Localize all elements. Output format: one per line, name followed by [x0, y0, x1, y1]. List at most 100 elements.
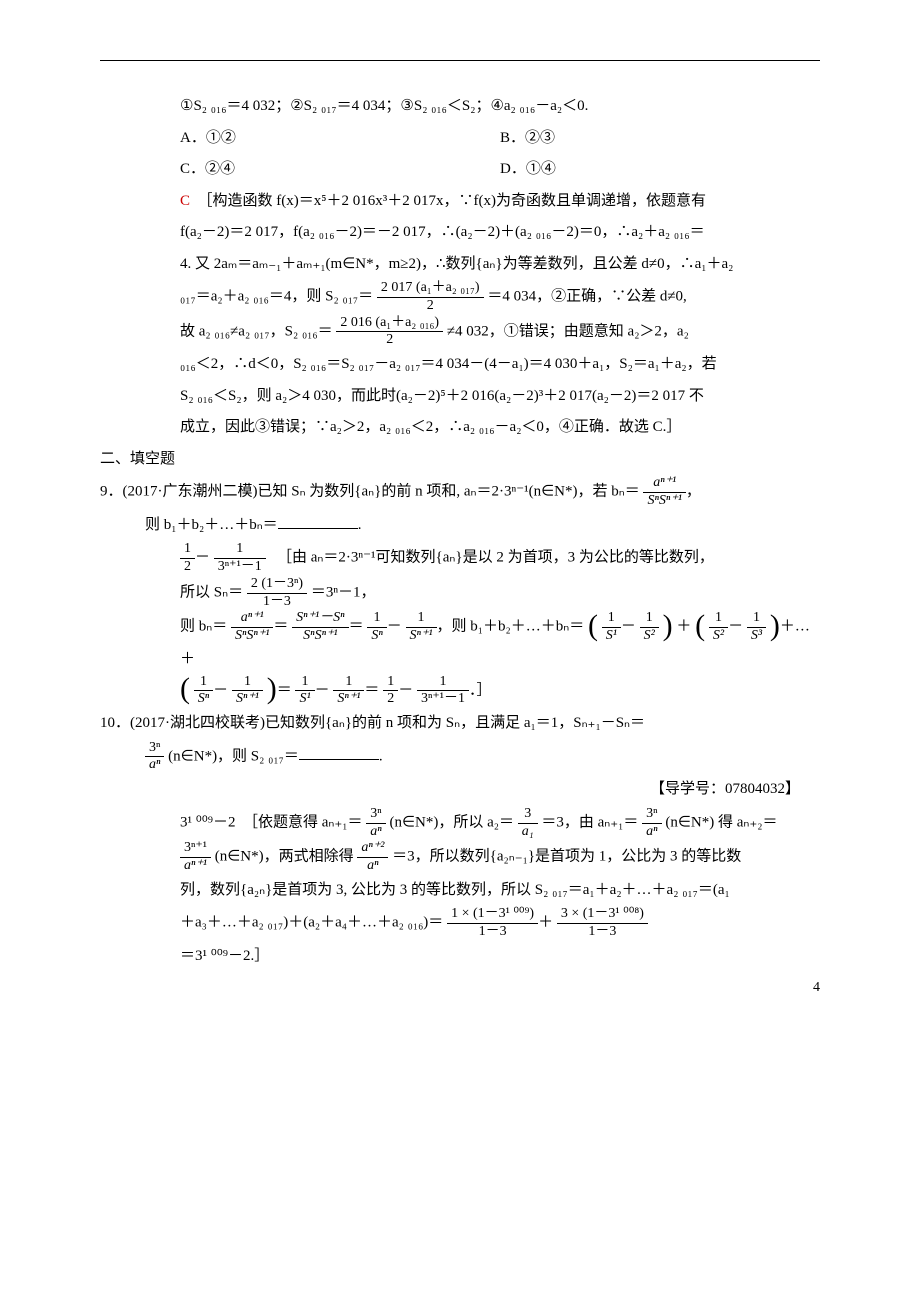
fraction: 3ⁿ aⁿ	[642, 806, 661, 841]
q8-options-row1: A．①② B．②③	[180, 123, 820, 155]
denominator: S¹	[602, 627, 621, 645]
denominator: SⁿSⁿ⁺¹	[643, 492, 685, 510]
fraction: 1 S²	[640, 610, 659, 645]
lparen-icon: (	[588, 611, 598, 641]
text: 故 a₂ ₀₁₆≠a₂ ₀₁₇，S₂ ₀₁₆＝	[180, 323, 333, 339]
numerator: 1	[180, 541, 195, 558]
text: ≠4 032，①错误；由题意知 a₂＞2，a₂	[447, 323, 689, 339]
q8-solution-line2: f(a₂－2)＝2 017，f(a₂ ₀₁₆－2)＝－2 017，∴(a₂－2)…	[180, 217, 820, 249]
numerator: 1	[194, 674, 213, 691]
q10-solution-line3: 列，数列{a₂ₙ}是首项为 3, 公比为 3 的等比数列，所以 S₂ ₀₁₇＝a…	[180, 875, 820, 907]
fraction: aⁿ⁺² aⁿ	[357, 840, 388, 875]
q10-solution-line2: 3ⁿ⁺¹ aⁿ⁺¹ (n∈N*)，两式相除得 aⁿ⁺² aⁿ ＝3，所以数列{a…	[180, 840, 820, 875]
text: (n∈N*)，所以 a₂＝	[389, 814, 514, 830]
numerator: 1	[214, 541, 266, 558]
q9-stem-line1: 9．(2017·广东潮州二模)已知 Sₙ 为数列{aₙ}的前 n 项和, aₙ＝…	[100, 475, 820, 510]
denominator: SⁿSⁿ⁺¹	[231, 627, 273, 645]
q8-solution-line4: ₀₁₇＝a₂＋a₂ ₀₁₆＝4，则 S₂ ₀₁₇＝ 2 017 (a₁＋a₂ ₀…	[180, 280, 820, 315]
denominator: Sⁿ	[194, 690, 213, 708]
text: (n∈N*)，两式相除得	[215, 849, 354, 865]
fraction: 2 017 (a₁＋a₂ ₀₁₇) 2	[377, 280, 484, 315]
rparen-icon: )	[267, 674, 277, 704]
text: ＋a₃＋…＋a₂ ₀₁₇)＋(a₂＋a₄＋…＋a₂ ₀₁₆)＝	[180, 915, 443, 931]
text: 9．(2017·广东潮州二模)已知 Sₙ 为数列{aₙ}的前 n 项和, aₙ＝…	[100, 484, 640, 500]
q10-stem-line2: 3ⁿ aⁿ (n∈N*)，则 S₂ ₀₁₇＝.	[145, 740, 820, 775]
fraction: Sⁿ⁺¹－Sⁿ SⁿSⁿ⁺¹	[292, 610, 348, 645]
answer-letter: C	[180, 193, 190, 209]
q9-stem-line2: 则 b₁＋b₂＋…＋bₙ＝.	[145, 510, 820, 542]
fraction: 1 Sⁿ⁺¹	[333, 674, 364, 709]
text: ［构造函数 f(x)＝x⁵＋2 016x³＋2 017x，∵f(x)为奇函数且单…	[198, 193, 706, 209]
denominator: aⁿ	[366, 823, 385, 841]
fraction: 1 Sⁿ⁺¹	[406, 610, 437, 645]
text: 则 bₙ＝	[180, 619, 227, 635]
fraction: 1 S¹	[295, 674, 314, 709]
q8-options-row2: C．②④ D．①④	[180, 154, 820, 186]
fraction: 3 a₁	[518, 806, 538, 841]
q10-solution-line5: ＝3¹ ⁰⁰⁹－2.］	[180, 941, 820, 973]
denominator: Sⁿ⁺¹	[333, 690, 364, 708]
numerator: 3ⁿ	[366, 806, 385, 823]
option-b: B．②③	[500, 123, 760, 155]
denominator: S²	[640, 627, 659, 645]
numerator: Sⁿ⁺¹－Sⁿ	[292, 610, 348, 627]
option-c: C．②④	[180, 154, 500, 186]
fraction: 2 016 (a₁＋a₂ ₀₁₆) 2	[336, 315, 443, 350]
q8-solution-line5: 故 a₂ ₀₁₆≠a₂ ₀₁₇，S₂ ₀₁₆＝ 2 016 (a₁＋a₂ ₀₁₆…	[180, 315, 820, 350]
q8-solution-line6: ₀₁₆＜2，∴d＜0，S₂ ₀₁₆＝S₂ ₀₁₇－a₂ ₀₁₇＝4 034－(4…	[180, 349, 820, 381]
denominator: 1－3	[447, 923, 538, 941]
numerator: 2 (1－3ⁿ)	[247, 576, 307, 593]
text: ，	[686, 484, 701, 500]
numerator: 1	[417, 674, 469, 691]
numerator: aⁿ⁺²	[357, 840, 388, 857]
denominator: aⁿ	[642, 823, 661, 841]
numerator: 1	[747, 610, 766, 627]
fraction: 1 3ⁿ⁺¹－1	[214, 541, 266, 576]
text: ．］	[469, 682, 492, 698]
denominator: Sⁿ	[367, 627, 386, 645]
numerator: 1	[333, 674, 364, 691]
denominator: 3ⁿ⁺¹－1	[214, 558, 266, 576]
denominator: 2	[336, 331, 443, 349]
fraction: aⁿ⁺¹ SⁿSⁿ⁺¹	[231, 610, 273, 645]
minus: －	[398, 682, 413, 698]
q10-stem-line1: 10．(2017·湖北四校联考)已知数列{aₙ}的前 n 项和为 Sₙ，且满足 …	[100, 708, 820, 740]
text: ＝4 034，②正确，∵公差 d≠0,	[487, 289, 686, 305]
denominator: S¹	[295, 690, 314, 708]
q8-solution-line8: 成立，因此③错误；∵a₂＞2，a₂ ₀₁₆＜2，∴a₂ ₀₁₆－a₂＜0，④正确…	[180, 412, 820, 444]
text: (n∈N*) 得 aₙ₊₂＝	[665, 814, 777, 830]
text: 则 b₁＋b₂＋…＋bₙ＝	[145, 517, 278, 533]
denominator: 2	[180, 558, 195, 576]
denominator: aⁿ⁺¹	[180, 857, 211, 875]
denominator: 1－3	[557, 923, 648, 941]
denominator: 2	[377, 297, 484, 315]
numerator: 1	[709, 610, 728, 627]
numerator: 1	[406, 610, 437, 627]
denominator: aⁿ	[145, 756, 164, 774]
numerator: 3	[518, 806, 538, 823]
section-title: 二、填空题	[100, 444, 820, 476]
denominator: 3ⁿ⁺¹－1	[417, 690, 469, 708]
blank	[299, 744, 379, 760]
eq: ＝	[364, 682, 379, 698]
q9-solution-line3: 则 bₙ＝ aⁿ⁺¹ SⁿSⁿ⁺¹ ＝ Sⁿ⁺¹－Sⁿ SⁿSⁿ⁺¹ ＝ 1 S…	[180, 610, 820, 673]
text: ，则 b₁＋b₂＋…＋bₙ＝	[437, 619, 585, 635]
numerator: 2 017 (a₁＋a₂ ₀₁₇)	[377, 280, 484, 297]
text: ＝3，由 aₙ₊₁＝	[541, 814, 638, 830]
fraction: 1 3ⁿ⁺¹－1	[417, 674, 469, 709]
minus: －	[387, 619, 402, 635]
numerator: 3 × (1－3¹ ⁰⁰⁸)	[557, 906, 648, 923]
numerator: 1	[232, 674, 263, 691]
denominator: a₁	[518, 823, 538, 841]
q9-solution-line2: 所以 Sₙ＝ 2 (1－3ⁿ) 1－3 ＝3ⁿ－1，	[180, 576, 820, 611]
lparen-icon: (	[695, 611, 705, 641]
page-number: 4	[813, 973, 820, 1002]
fraction: 3ⁿ aⁿ	[145, 740, 164, 775]
q10-solution-line4: ＋a₃＋…＋a₂ ₀₁₇)＋(a₂＋a₄＋…＋a₂ ₀₁₆)＝ 1 × (1－3…	[180, 906, 820, 941]
option-d: D．①④	[500, 154, 760, 186]
plus: ＋	[538, 915, 553, 931]
denominator: 1－3	[247, 593, 307, 611]
minus: －	[315, 682, 330, 698]
option-a: A．①②	[180, 123, 500, 155]
numerator: 2 016 (a₁＋a₂ ₀₁₆)	[336, 315, 443, 332]
